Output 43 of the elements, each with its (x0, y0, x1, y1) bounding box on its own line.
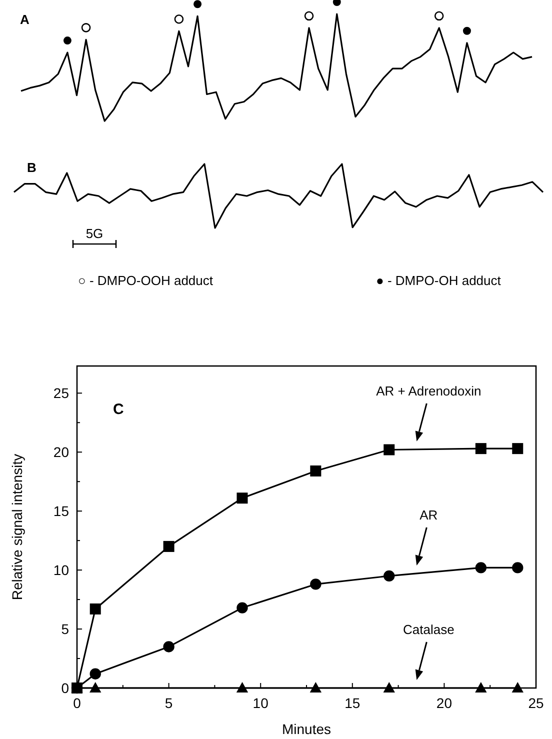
y-tick-label: 10 (53, 562, 70, 578)
point (475, 562, 487, 574)
point (384, 570, 395, 582)
point (512, 443, 524, 454)
point (475, 443, 486, 454)
point (90, 668, 101, 680)
x-axis-title: Minutes (282, 721, 332, 737)
y-axis-title: Relative signal intensity (9, 454, 25, 600)
text: ● - DMPO-OH adduct (376, 273, 502, 288)
point (310, 682, 322, 692)
x-tick-label: 15 (344, 695, 360, 711)
point (163, 540, 174, 552)
point (90, 682, 101, 692)
point (236, 602, 248, 614)
point (512, 562, 524, 574)
annotation: AR (420, 507, 438, 522)
point (310, 578, 322, 590)
point (236, 492, 248, 504)
y-tick-label: 0 (61, 680, 70, 696)
x-tick-label: 25 (528, 695, 544, 711)
point (163, 641, 174, 652)
annotation: 5G (86, 226, 104, 241)
point (310, 465, 322, 476)
text: ○ - DMPO-OOH adduct (78, 273, 214, 288)
annotation: AR + Adrenodoxin (376, 383, 482, 398)
point (512, 682, 524, 692)
y-tick-label: 5 (61, 621, 70, 638)
chart-title: A (20, 12, 30, 27)
point (384, 682, 395, 692)
point (90, 603, 101, 614)
point (384, 444, 395, 456)
annotation: Catalase (403, 622, 454, 637)
y-tick-label: 20 (53, 444, 70, 460)
y-tick-label: 25 (53, 385, 70, 402)
text: C (113, 401, 124, 418)
x-tick-label: 0 (73, 695, 82, 711)
point (475, 682, 486, 692)
chart-title: B (27, 160, 36, 175)
x-tick-label: 5 (164, 695, 173, 711)
point (236, 682, 248, 692)
y-tick-label: 15 (53, 503, 70, 520)
x-tick-label: 20 (436, 695, 452, 711)
x-tick-label: 10 (252, 695, 269, 711)
